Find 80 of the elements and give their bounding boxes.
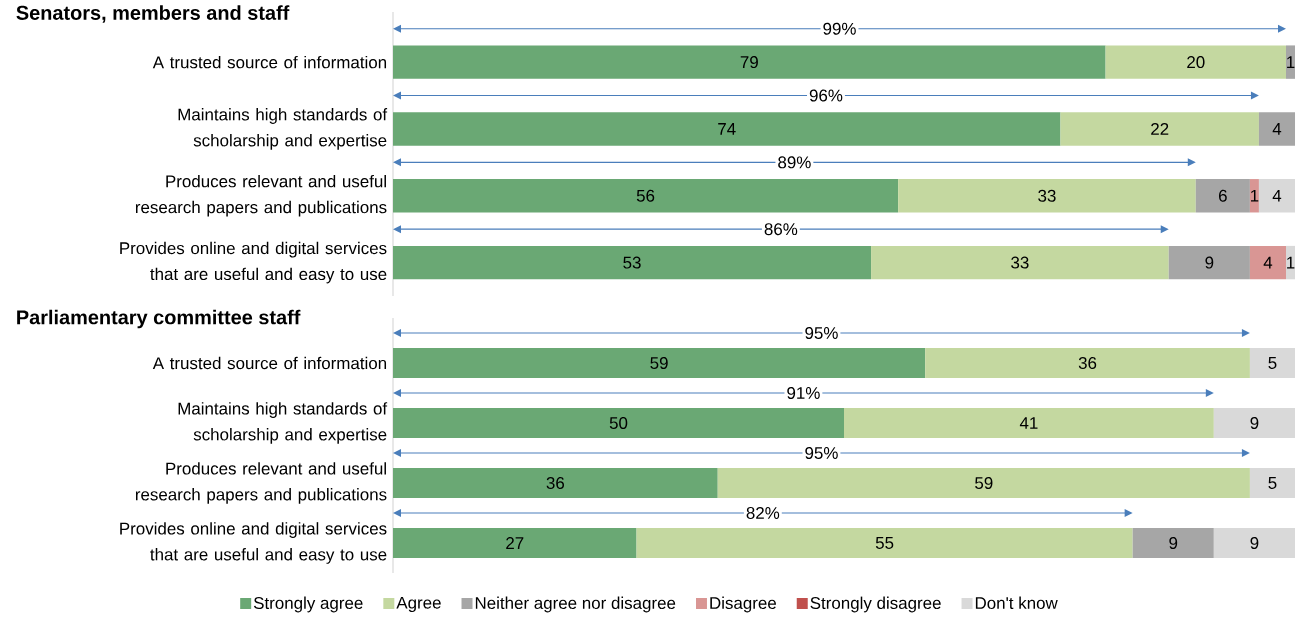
- y-tick-label: A trusted source of information: [152, 356, 387, 370]
- bar: [1132, 528, 1214, 558]
- legend-label: Strongly disagree: [810, 596, 941, 613]
- y-tick-label: Produces relevant and useful research papers and publications: [135, 462, 387, 504]
- data-label: 33: [1011, 256, 1029, 269]
- bar: [1285, 45, 1296, 79]
- bar: [393, 468, 718, 498]
- y-tick-label: A trusted source of information: [152, 55, 387, 69]
- data-label: 59: [975, 477, 993, 489]
- bar: [1249, 468, 1296, 498]
- data-label: 27: [506, 537, 524, 549]
- bar: [1258, 179, 1296, 213]
- data-label: 33: [1038, 189, 1056, 202]
- bar: [1105, 45, 1286, 79]
- bar: [393, 245, 872, 280]
- data-label: 9: [1169, 537, 1178, 549]
- data-label: 9: [1250, 417, 1259, 429]
- data-label: 9: [1205, 256, 1214, 269]
- data-label: 4: [1272, 189, 1282, 202]
- legend-label: Don't know: [975, 596, 1058, 610]
- annotation: 82%: [746, 507, 780, 519]
- data-label: 1: [1287, 256, 1295, 269]
- bar: [1060, 112, 1259, 146]
- data-label: 74: [718, 123, 736, 135]
- data-label: 5: [1268, 357, 1277, 369]
- annotation: 95%: [805, 327, 838, 339]
- data-label: 4: [1263, 256, 1273, 269]
- annotation: 96%: [809, 89, 843, 102]
- annotation: 95%: [805, 447, 838, 459]
- annotation: 86%: [764, 223, 798, 236]
- bar: [1195, 179, 1250, 213]
- y-tick-label: Maintains high standards of scholarship and expertise: [178, 108, 388, 150]
- bar: [393, 528, 637, 558]
- data-label: 36: [1078, 357, 1097, 369]
- data-label: 50: [609, 417, 628, 429]
- bar: [393, 408, 844, 438]
- bar: [925, 348, 1250, 378]
- annotation: 99%: [823, 22, 856, 35]
- bar: [1213, 528, 1296, 558]
- legend-label: Strongly agree: [253, 596, 363, 613]
- bar: [1249, 245, 1286, 280]
- bar: [1213, 408, 1296, 438]
- data-label: 22: [1151, 123, 1169, 135]
- bar: [844, 408, 1214, 438]
- legend-label: Agree: [396, 596, 441, 613]
- text: Parliamentary committee staff: [17, 309, 301, 329]
- data-label: 55: [875, 537, 894, 549]
- data-label: 56: [636, 189, 655, 202]
- data-label: 4: [1272, 123, 1282, 135]
- y-tick-label: Provides online and digital services that are useful and easy to use: [120, 522, 387, 564]
- bar: [393, 45, 1106, 79]
- legend-label: Neither agree nor disagree: [475, 596, 676, 613]
- annotation: 91%: [787, 387, 820, 399]
- bar: [1249, 348, 1296, 378]
- data-label: 41: [1019, 417, 1038, 429]
- data-label: 53: [623, 256, 641, 269]
- data-label: 36: [546, 477, 565, 489]
- y-tick-label: Produces relevant and useful research papers and publications: [135, 174, 387, 217]
- data-label: 59: [650, 357, 668, 369]
- y-tick-label: Provides online and digital services that are useful and easy to use: [120, 241, 387, 284]
- bar: [636, 528, 1133, 558]
- bar: [1168, 245, 1250, 280]
- data-label: 1: [1287, 56, 1295, 68]
- text: Senators, members and staff: [16, 5, 290, 23]
- data-label: 9: [1250, 537, 1259, 549]
- data-label: 6: [1219, 189, 1227, 202]
- bar: [393, 348, 926, 378]
- data-label: 79: [740, 56, 758, 69]
- bar: [717, 468, 1250, 498]
- bar: [1258, 112, 1296, 146]
- bar: [898, 179, 1196, 213]
- data-label: 20: [1187, 56, 1205, 69]
- annotation: 89%: [778, 156, 811, 169]
- data-label: 1: [1251, 189, 1259, 202]
- bar: [393, 112, 1061, 146]
- legend-label: Disagree: [710, 596, 776, 613]
- bar: [393, 179, 899, 213]
- y-tick-label: Maintains high standards of scholarship and expertise: [178, 402, 388, 444]
- bar: [871, 245, 1169, 280]
- data-label: 5: [1268, 477, 1277, 489]
